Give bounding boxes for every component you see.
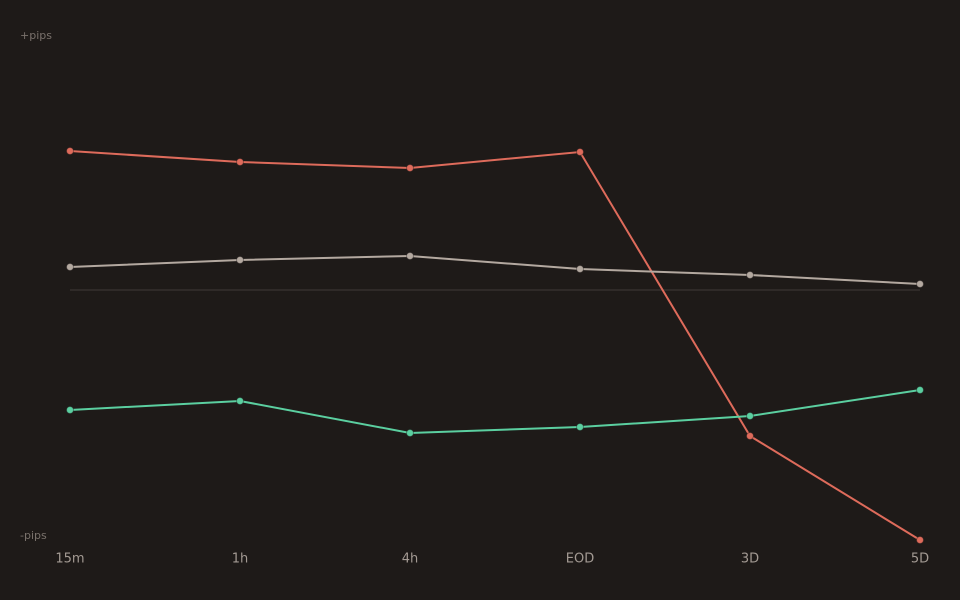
data-point [576,148,584,156]
x-tick-label: 3D [741,552,759,567]
data-point [576,423,584,431]
data-point [236,397,244,405]
data-point [236,256,244,264]
data-point [576,265,584,273]
x-tick-label: 4h [402,552,419,567]
data-point [406,164,414,172]
data-point [746,432,754,440]
series-line [69,150,921,541]
data-point [406,252,414,260]
series-line [69,254,921,285]
data-point [236,158,244,166]
y-tick-label: -pips [20,529,47,542]
data-point [746,271,754,279]
series-line [69,389,921,435]
x-tick-label: EOD [566,552,594,567]
x-tick-label: 15m [55,552,84,567]
y-tick-label: +pips [20,29,52,42]
data-point [66,147,74,155]
data-point [916,536,924,544]
data-point [916,386,924,394]
data-point [406,429,414,437]
data-point [66,263,74,271]
data-point [746,412,754,420]
x-tick-label: 1h [232,552,249,567]
data-point [66,406,74,414]
data-point [916,280,924,288]
x-tick-label: 5D [911,552,929,567]
